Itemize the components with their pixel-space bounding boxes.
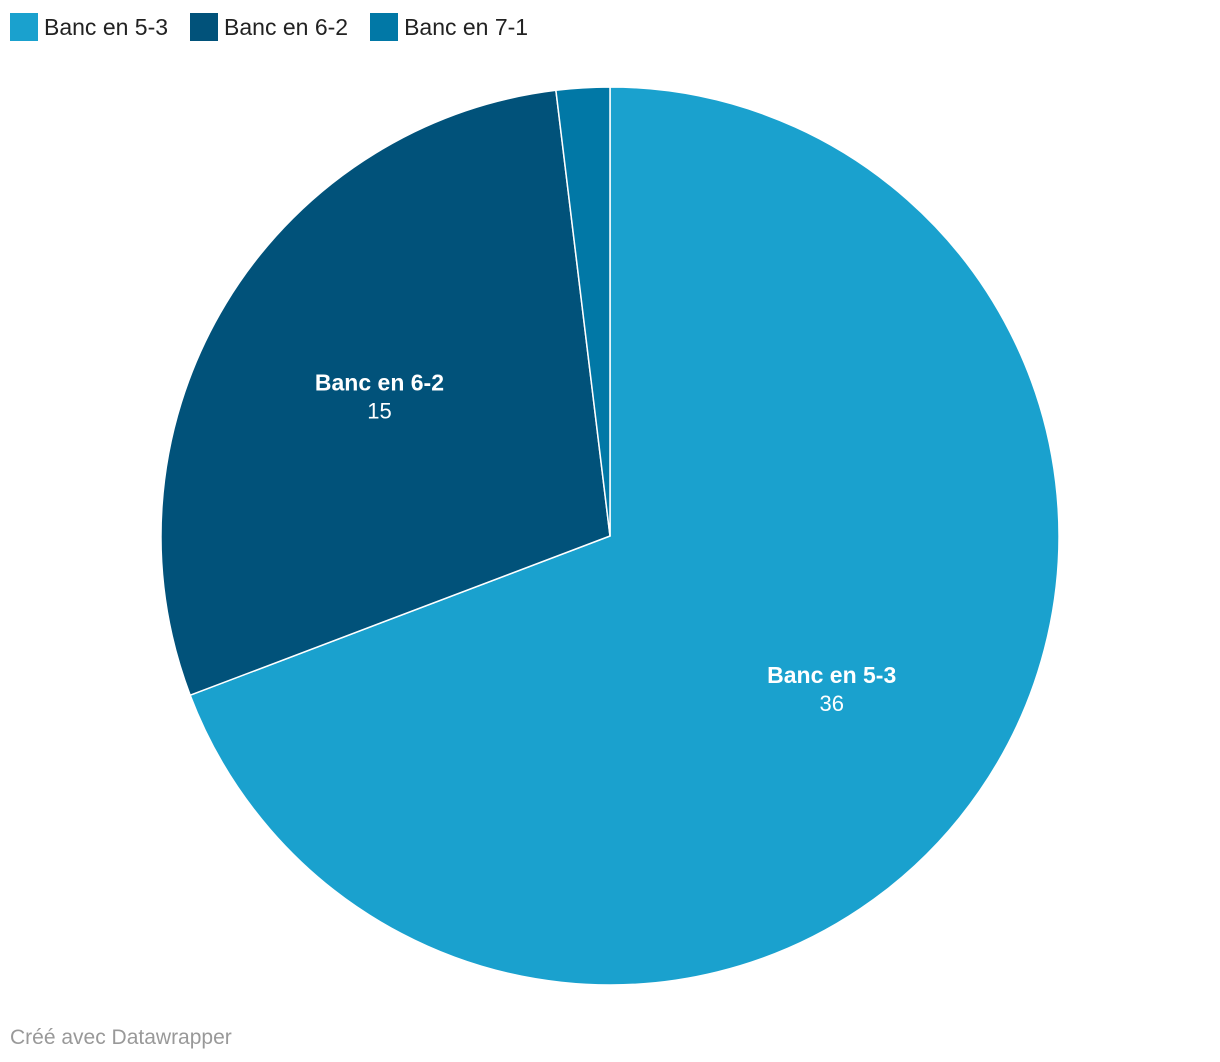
legend-item-7-1: Banc en 7-1 (370, 13, 528, 41)
slice-label-value-5-3: 36 (819, 691, 843, 716)
legend-swatch-6-2 (190, 13, 219, 41)
legend-label-5-3: Banc en 5-3 (44, 14, 169, 40)
chart-legend: Banc en 5-3 Banc en 6-2 Banc en 7-1 (10, 13, 528, 41)
slice-label-name-6-2: Banc en 6-2 (315, 370, 444, 396)
legend-swatch-7-1 (370, 13, 399, 41)
slice-label-value-6-2: 15 (367, 399, 391, 424)
legend-item-5-3: Banc en 5-3 (10, 13, 168, 41)
pie-slice-7-1 (555, 86, 611, 537)
legend-label-7-1: Banc en 7-1 (404, 14, 529, 40)
legend-label-6-2: Banc en 6-2 (224, 14, 349, 40)
datawrapper-credit: Créé avec Datawrapper (10, 1026, 232, 1049)
pie-slice-6-2 (160, 89, 611, 697)
legend-item-6-2: Banc en 6-2 (190, 13, 348, 41)
legend-swatch-5-3 (10, 13, 38, 41)
pie-slice-5-3 (189, 86, 1060, 986)
slice-label-name-5-3: Banc en 5-3 (767, 662, 896, 688)
